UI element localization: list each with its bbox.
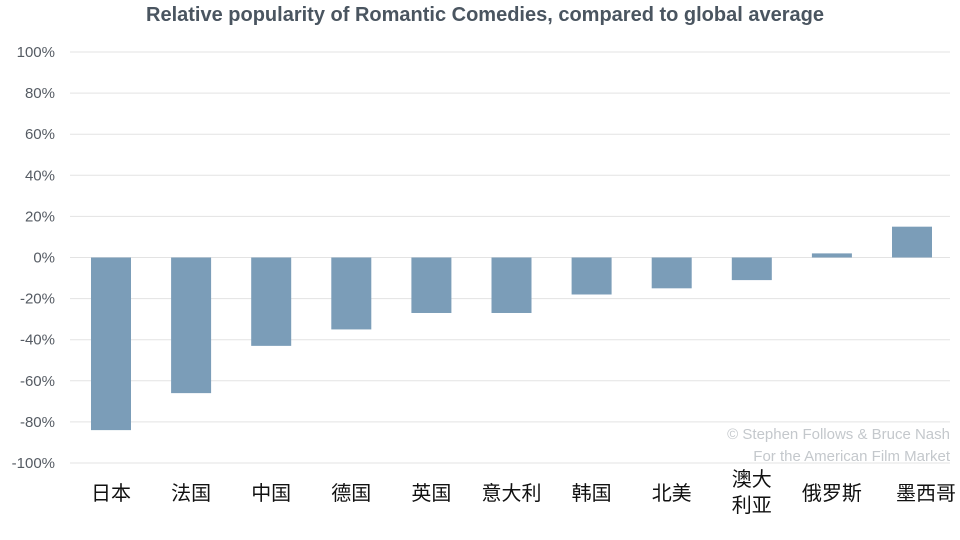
bar	[411, 257, 452, 313]
chart-title: Relative popularity of Romantic Comedies…	[146, 4, 824, 26]
x-tick-label: 日本	[91, 481, 131, 505]
bar	[571, 257, 612, 295]
bar	[171, 257, 212, 394]
bar	[651, 257, 692, 289]
y-tick-label: 60%	[25, 126, 55, 143]
y-tick-label: 80%	[25, 85, 55, 102]
y-tick-label: -20%	[20, 291, 55, 308]
bar	[811, 253, 852, 258]
x-tick-label: 韩国	[572, 481, 612, 505]
y-tick-label: 20%	[25, 208, 55, 225]
x-tick-label: 俄罗斯	[802, 481, 862, 505]
credit-line-2: For the American Film Market	[753, 448, 951, 465]
bars-layer	[91, 226, 932, 431]
x-tick-label: 墨西哥	[896, 481, 956, 505]
y-tick-label: -60%	[20, 373, 55, 390]
y-tick-label: -40%	[20, 332, 55, 349]
x-tick-label: 英国	[411, 481, 451, 505]
y-tick-label: 0%	[33, 250, 55, 267]
grid-layer	[70, 51, 950, 464]
bar	[331, 257, 372, 330]
x-tick-label: 意大利	[482, 481, 542, 505]
y-tick-label: 40%	[25, 167, 55, 184]
bar	[892, 226, 932, 258]
x-tick-label: 法国	[171, 481, 211, 505]
y-axis-ticks: 100% 80% 60% 40% 20% 0% -20% -40% -60% -80% -100%	[12, 44, 55, 472]
bar	[91, 257, 131, 431]
x-tick-label: 北美	[652, 481, 692, 505]
bar	[491, 257, 532, 313]
bar	[251, 257, 292, 346]
y-tick-label: -80%	[20, 414, 55, 431]
x-tick-label: 德国	[331, 481, 371, 505]
x-axis-ticks: 日本 法国 中国 德国 英国 意大利 韩国 北美 澳大利亚 俄罗斯 墨西哥	[91, 467, 956, 517]
credit-line-1: © Stephen Follows & Bruce Nash	[727, 426, 950, 443]
bar	[731, 257, 772, 281]
x-tick-label: 中国	[251, 481, 291, 505]
y-tick-label: 100%	[17, 44, 55, 61]
x-tick-label: 澳大利亚	[732, 467, 772, 517]
y-tick-label: -100%	[12, 455, 55, 472]
